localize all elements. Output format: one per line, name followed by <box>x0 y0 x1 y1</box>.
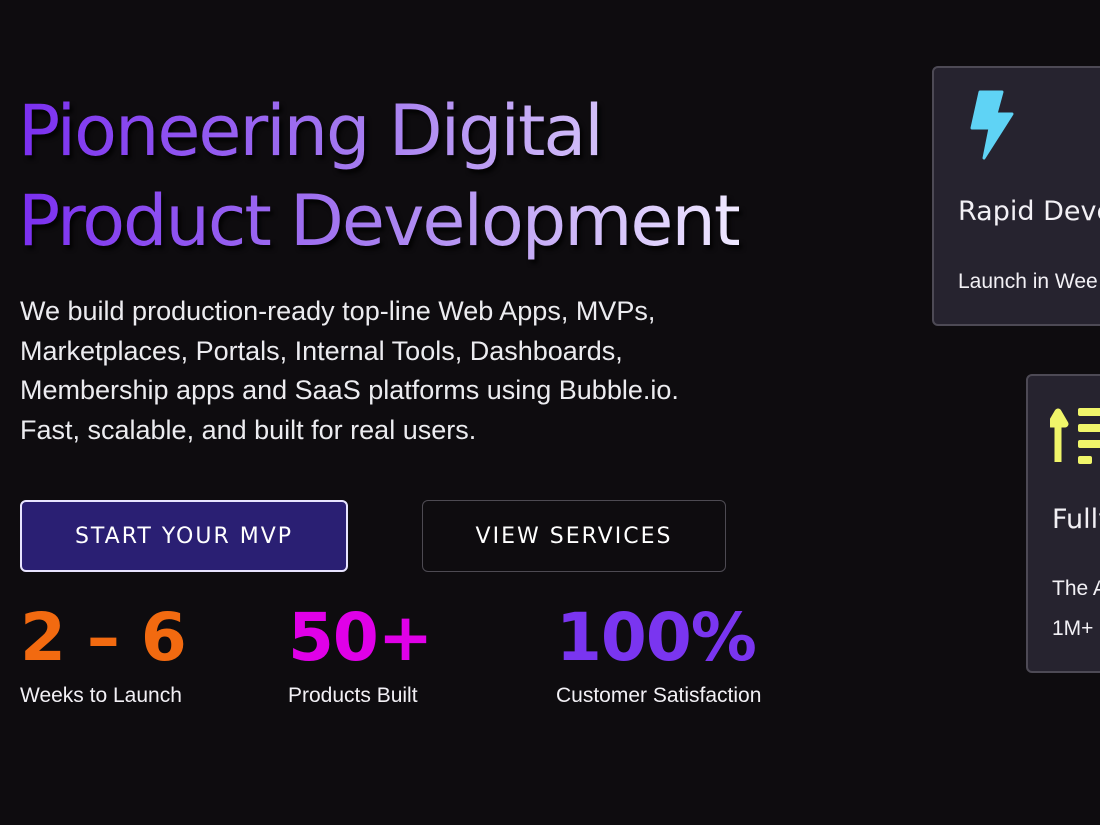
stat-label: Products Built <box>288 684 418 707</box>
feature-card-fully[interactable]: Fully The A 1M+ <box>1026 374 1100 673</box>
stat-label: Weeks to Launch <box>20 684 182 707</box>
lightning-icon <box>970 90 1014 160</box>
stat-satisfaction: 100% Customer Satisfaction <box>556 598 761 708</box>
stat-value: 100% <box>556 599 757 676</box>
hero-title-line-2: Product Development <box>18 180 740 262</box>
card-description-line-1: The A <box>1052 577 1100 600</box>
sort-ascending-icon <box>1050 408 1100 464</box>
view-services-button[interactable]: VIEW SERVICES <box>422 500 726 572</box>
card-title: Fully <box>1052 504 1100 535</box>
stat-products: 50+ Products Built <box>288 598 433 708</box>
stat-value: 50+ <box>288 599 433 676</box>
card-description: Launch in Wee <box>958 270 1098 293</box>
stat-value: 2 – 6 <box>20 599 187 676</box>
start-mvp-button[interactable]: START YOUR MVP <box>20 500 348 572</box>
hero-title-line-1: Pioneering Digital <box>18 90 602 172</box>
hero-title: Pioneering Digital Product Development <box>18 86 739 266</box>
hero-description: We build production-ready top-line Web A… <box>20 296 679 445</box>
stat-weeks: 2 – 6 Weeks to Launch <box>20 598 187 708</box>
stat-label: Customer Satisfaction <box>556 684 762 707</box>
card-description-line-2: 1M+ <box>1052 617 1094 640</box>
card-title: Rapid Deve <box>958 196 1100 227</box>
feature-card-rapid[interactable]: Rapid Deve Launch in Wee <box>932 66 1100 326</box>
